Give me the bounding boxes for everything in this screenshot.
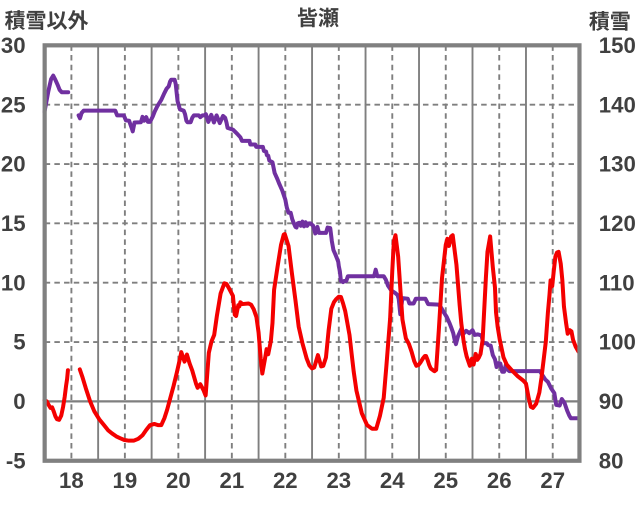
svg-text:27: 27: [540, 468, 565, 493]
svg-text:20: 20: [1, 152, 26, 177]
svg-text:90: 90: [599, 389, 624, 414]
svg-text:25: 25: [433, 468, 458, 493]
svg-text:0: 0: [13, 389, 25, 414]
svg-text:24: 24: [380, 468, 405, 493]
svg-text:-5: -5: [6, 448, 26, 473]
svg-text:120: 120: [599, 211, 636, 236]
svg-text:150: 150: [599, 33, 636, 58]
svg-text:30: 30: [1, 33, 26, 58]
svg-text:20: 20: [166, 468, 191, 493]
svg-text:22: 22: [273, 468, 298, 493]
svg-text:100: 100: [599, 330, 636, 355]
svg-text:5: 5: [13, 330, 25, 355]
svg-text:110: 110: [599, 270, 635, 295]
svg-text:25: 25: [1, 92, 26, 117]
svg-text:130: 130: [599, 152, 636, 177]
svg-text:21: 21: [219, 468, 244, 493]
svg-text:19: 19: [113, 468, 138, 493]
svg-text:26: 26: [487, 468, 512, 493]
svg-text:15: 15: [1, 211, 26, 236]
svg-text:23: 23: [326, 468, 351, 493]
svg-text:140: 140: [599, 92, 636, 117]
svg-text:18: 18: [59, 468, 84, 493]
svg-text:80: 80: [599, 448, 624, 473]
svg-text:10: 10: [1, 270, 26, 295]
